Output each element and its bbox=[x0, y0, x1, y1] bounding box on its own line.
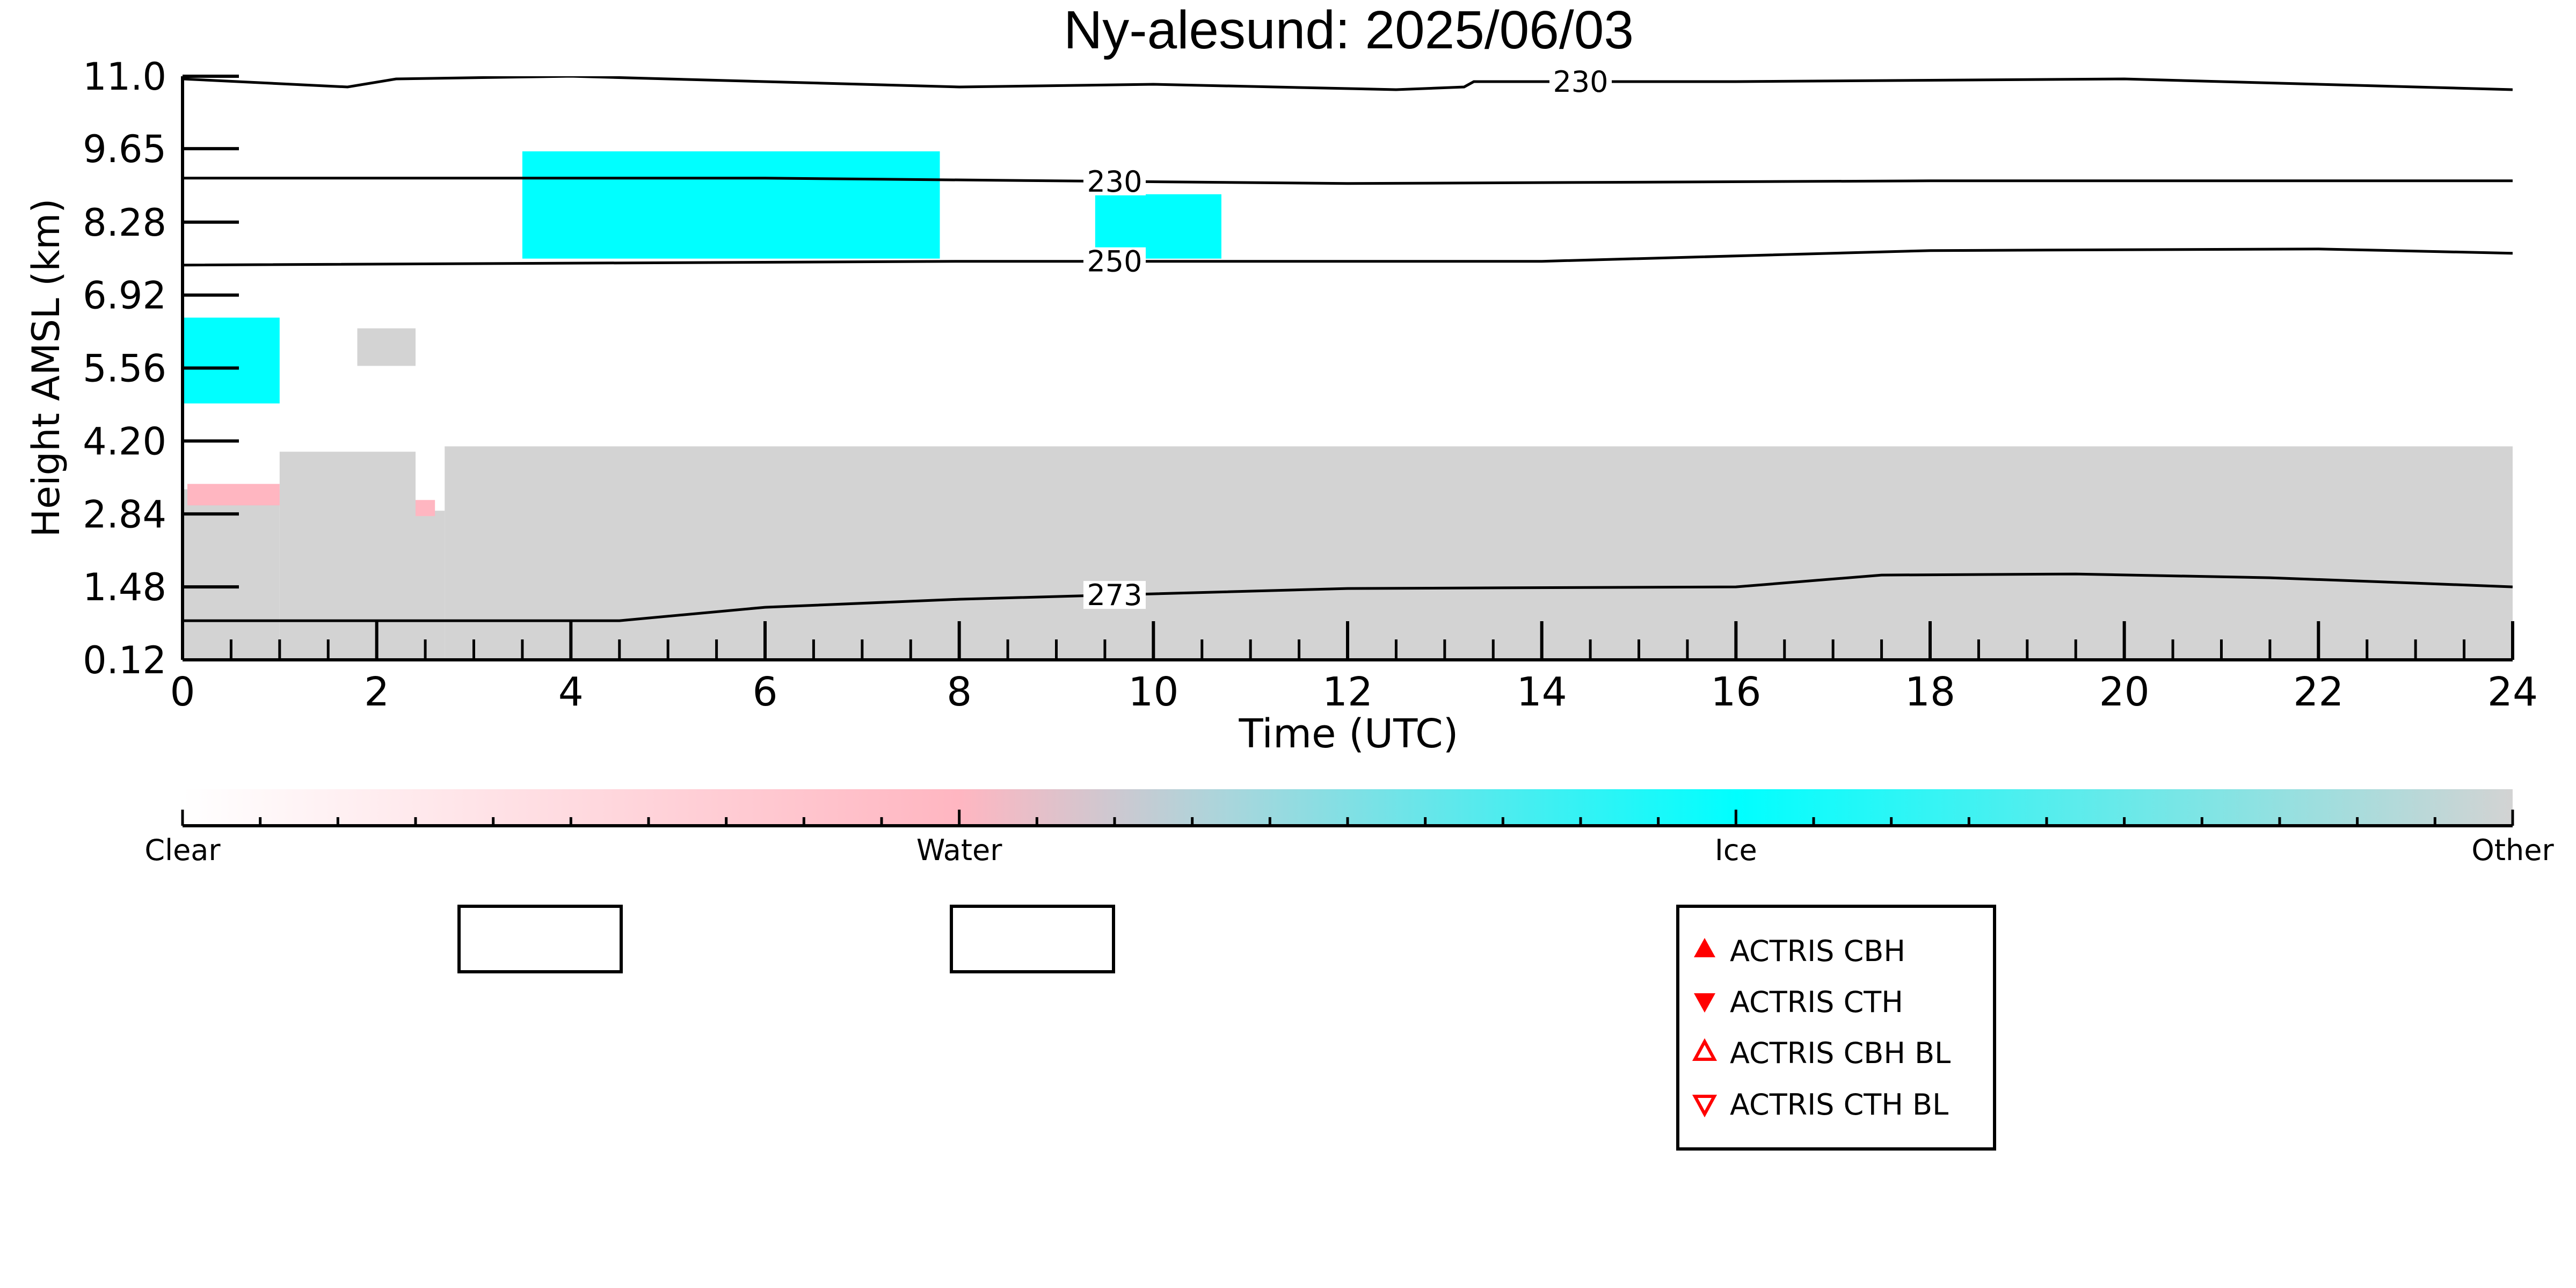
x-tick-label: 2 bbox=[364, 669, 389, 715]
y-tick-label: 1.48 bbox=[83, 565, 166, 609]
colorbar-tick-label: Other bbox=[2471, 833, 2554, 867]
triangle-down-filled-icon bbox=[1694, 993, 1715, 1013]
contour-line-250 bbox=[183, 248, 2513, 267]
plot-axes: 0 2 4 6 8 10 12 14 16 18 20 22 240.121.482.844.205.5… bbox=[83, 55, 2538, 715]
x-tick-label: 10 bbox=[1128, 669, 1178, 715]
x-tick-label: 18 bbox=[1905, 669, 1955, 715]
y-axis-label: Height AMSL (km) bbox=[24, 199, 68, 537]
colorbar-ticks: Clear Water Ice Other bbox=[144, 810, 2554, 867]
x-tick-label: 14 bbox=[1517, 669, 1567, 715]
region-other bbox=[183, 489, 280, 660]
x-tick-label: 20 bbox=[2099, 669, 2150, 715]
x-tick-label: 16 bbox=[1711, 669, 1761, 715]
contour-label: 230 bbox=[1553, 65, 1608, 99]
y-tick-label: 11.0 bbox=[83, 55, 166, 99]
chart-title: Ny-alesund: 2025/06/03 bbox=[1064, 0, 1634, 60]
temperature-contours bbox=[183, 76, 2513, 622]
x-tick-label: 4 bbox=[558, 669, 584, 715]
contour-label-bg bbox=[1549, 67, 1612, 96]
x-tick-label: 22 bbox=[2293, 669, 2344, 715]
classification-regions bbox=[183, 151, 2513, 660]
region-ice bbox=[183, 317, 280, 404]
legend-box bbox=[1676, 905, 1996, 1151]
x-tick-label: 0 bbox=[170, 669, 195, 715]
colorbar-tick-label: Ice bbox=[1715, 833, 1757, 867]
region-ice bbox=[522, 151, 940, 259]
y-tick-label: 9.65 bbox=[83, 127, 166, 171]
contour-label: 230 bbox=[1087, 165, 1142, 199]
colorbar-tick-label: Clear bbox=[144, 833, 221, 867]
y-tick-label: 8.28 bbox=[83, 201, 166, 245]
contour-label-bg bbox=[1083, 167, 1146, 195]
x-tick-label: 8 bbox=[947, 669, 972, 715]
region-water bbox=[416, 500, 435, 516]
contour-label: 250 bbox=[1087, 245, 1142, 279]
region-other bbox=[416, 511, 445, 660]
colorbar: Clear Water Ice Other bbox=[144, 789, 2554, 867]
legend-entry-cbh: ACTRIS CBH bbox=[1694, 934, 1905, 968]
region-other bbox=[357, 328, 416, 366]
region-other bbox=[445, 446, 2513, 660]
legend-label: ACTRIS CBH bbox=[1730, 934, 1905, 968]
empty-legend-box-1 bbox=[457, 905, 623, 973]
legend-label: ACTRIS CBH BL bbox=[1730, 1036, 1951, 1070]
legend-entry-cth-bl: ACTRIS CTH BL bbox=[1692, 1088, 1948, 1122]
y-tick-label: 2.84 bbox=[83, 492, 166, 536]
contour-label-bg bbox=[1083, 247, 1146, 275]
contour-line-230 bbox=[183, 177, 2513, 185]
colorbar-tick-label: Water bbox=[916, 833, 1002, 867]
x-tick-label: 6 bbox=[752, 669, 777, 715]
triangle-up-filled-icon bbox=[1694, 938, 1715, 957]
contour-line-230 bbox=[183, 76, 2513, 91]
legend-entry-cth: ACTRIS CTH bbox=[1694, 985, 1903, 1019]
legend-label: ACTRIS CTH bbox=[1730, 985, 1903, 1019]
legend-label: ACTRIS CTH BL bbox=[1730, 1088, 1948, 1122]
legend-entry-cbh-bl: ACTRIS CBH BL bbox=[1692, 1036, 1951, 1070]
legend: ACTRIS CBH ACTRIS CTH ACTRIS CBH BL ACTR… bbox=[1676, 905, 1996, 1151]
y-tick-label: 5.56 bbox=[83, 347, 166, 391]
triangle-up-open-icon bbox=[1692, 1038, 1718, 1061]
contour-line-273 bbox=[183, 572, 2513, 622]
empty-legend-box-2 bbox=[950, 905, 1115, 973]
region-other bbox=[279, 452, 416, 660]
region-water bbox=[187, 484, 280, 506]
y-tick-label: 6.92 bbox=[83, 274, 166, 318]
x-axis-label: Time (UTC) bbox=[1238, 711, 1458, 757]
x-tick-label: 12 bbox=[1322, 669, 1373, 715]
x-tick-label: 24 bbox=[2487, 669, 2538, 715]
y-tick-label: 0.12 bbox=[83, 638, 166, 682]
contour-label: 273 bbox=[1087, 578, 1142, 612]
contour-labels: 230 230 250 273 bbox=[1083, 65, 1612, 612]
contour-label-bg bbox=[1083, 581, 1146, 609]
y-tick-label: 4.20 bbox=[83, 419, 166, 463]
triangle-down-open-icon bbox=[1692, 1095, 1718, 1118]
